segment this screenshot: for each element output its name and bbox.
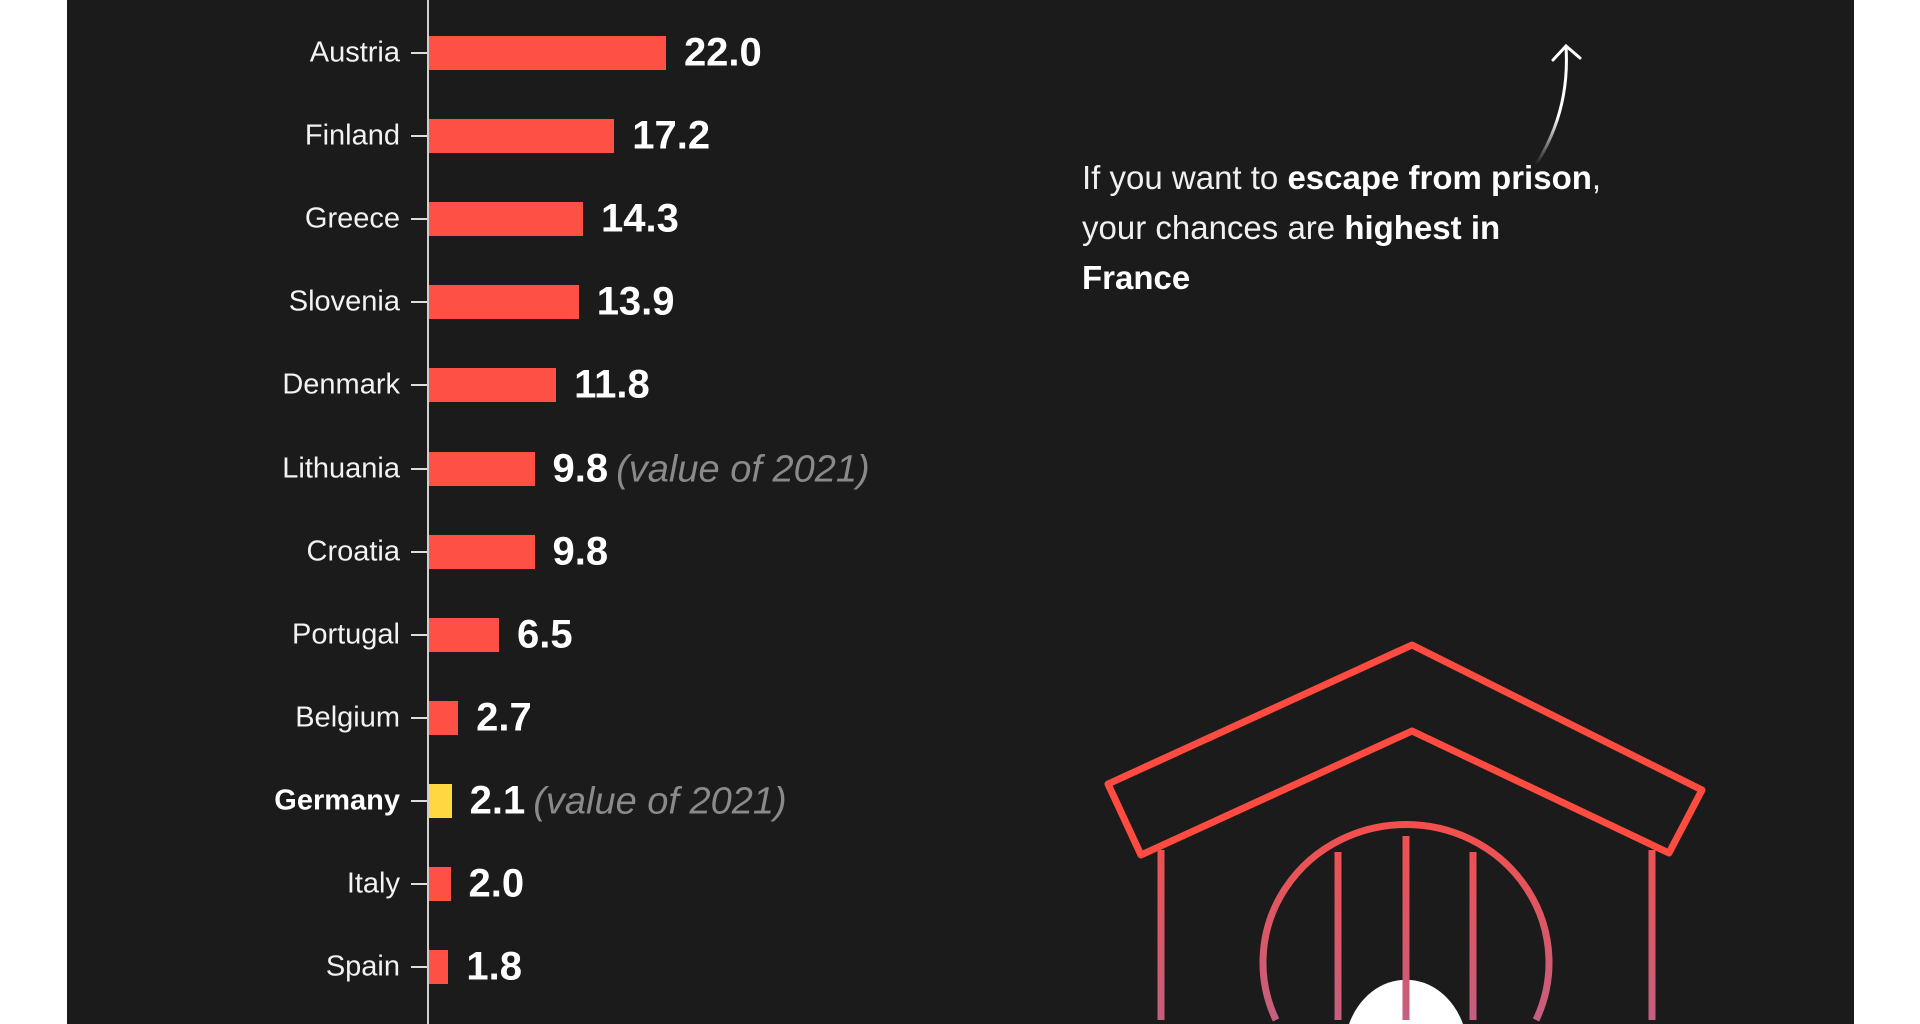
value-text: 9.8 xyxy=(552,446,609,490)
axis-tick xyxy=(411,799,427,802)
category-label: Slovenia xyxy=(288,285,400,318)
bar-croatia xyxy=(429,534,535,569)
value-text: 2.0 xyxy=(468,861,525,906)
value-label: 2.7 xyxy=(476,695,532,740)
axis-tick xyxy=(411,467,427,470)
bar-finland xyxy=(429,119,615,154)
value-text: 2.1 xyxy=(469,778,526,823)
category-label: Finland xyxy=(304,119,400,152)
category-label: Spain xyxy=(325,950,400,983)
value-note: (value of 2021) xyxy=(616,448,870,490)
axis-tick xyxy=(411,52,427,54)
axis-tick xyxy=(411,218,427,221)
annotation-text: If you want to escape from prison, your … xyxy=(1082,153,1602,303)
category-label: Italy xyxy=(346,867,400,900)
category-label: Austria xyxy=(309,36,400,69)
bar-greece xyxy=(429,202,583,237)
annotation-bold: escape from prison xyxy=(1287,159,1592,196)
bar-germany xyxy=(429,783,452,818)
chart-panel xyxy=(67,0,1854,1024)
axis-tick xyxy=(411,883,427,885)
value-label: 1.8 xyxy=(466,945,522,990)
bar-slovenia xyxy=(429,285,579,320)
value-text: 14.3 xyxy=(601,196,679,241)
curved-arrow-up-icon xyxy=(1535,43,1582,165)
axis-tick xyxy=(411,550,427,553)
category-label: Greece xyxy=(304,202,400,235)
value-label: 17.2 xyxy=(632,114,710,159)
value-text: 17.2 xyxy=(632,113,711,158)
value-text: 11.8 xyxy=(574,362,650,407)
category-label: Lithuania xyxy=(282,452,400,484)
value-label: 14.3 xyxy=(601,197,679,242)
axis-tick xyxy=(411,301,427,304)
annotation-bold: highest in France xyxy=(1082,209,1501,296)
value-label: 9.8 (value of 2021) xyxy=(553,446,870,491)
axis-tick xyxy=(411,633,427,636)
value-text: 22.0 xyxy=(683,30,762,75)
y-axis-line xyxy=(427,0,429,1024)
bar-lithuania xyxy=(429,451,535,486)
category-label: Denmark xyxy=(282,368,400,401)
value-label: 13.9 xyxy=(597,280,675,325)
axis-tick xyxy=(411,716,427,719)
axis-tick xyxy=(411,135,427,138)
category-label: Croatia xyxy=(306,535,401,568)
value-text: 9.8 xyxy=(552,529,609,574)
value-text: 13.9 xyxy=(596,279,675,324)
value-label: 9.8 xyxy=(553,529,609,574)
category-label: Germany xyxy=(274,784,400,817)
value-label: 2.0 xyxy=(469,862,525,907)
value-text: 6.5 xyxy=(517,612,573,657)
category-label: Portugal xyxy=(291,618,400,651)
annotation-part: If you want to xyxy=(1082,159,1288,196)
value-text: 1.8 xyxy=(466,944,522,989)
prison-house-icon xyxy=(1104,641,1706,1024)
bar-belgium xyxy=(429,700,459,735)
category-label: Belgium xyxy=(295,701,400,734)
axis-tick xyxy=(411,384,427,387)
value-label: 6.5 xyxy=(517,612,573,657)
bar-portugal xyxy=(429,617,499,652)
annotation-part: , your chances are xyxy=(1082,159,1602,246)
axis-tick xyxy=(411,966,427,969)
bar-denmark xyxy=(429,368,557,403)
value-label: 11.8 xyxy=(574,363,650,408)
value-label: 2.1 (value of 2021) xyxy=(470,778,787,823)
value-text: 2.7 xyxy=(476,695,532,740)
value-note: (value of 2021) xyxy=(533,780,787,823)
bar-spain xyxy=(429,950,449,985)
bar-italy xyxy=(429,867,451,901)
bar-austria xyxy=(429,36,666,70)
value-label: 22.0 xyxy=(684,31,762,76)
